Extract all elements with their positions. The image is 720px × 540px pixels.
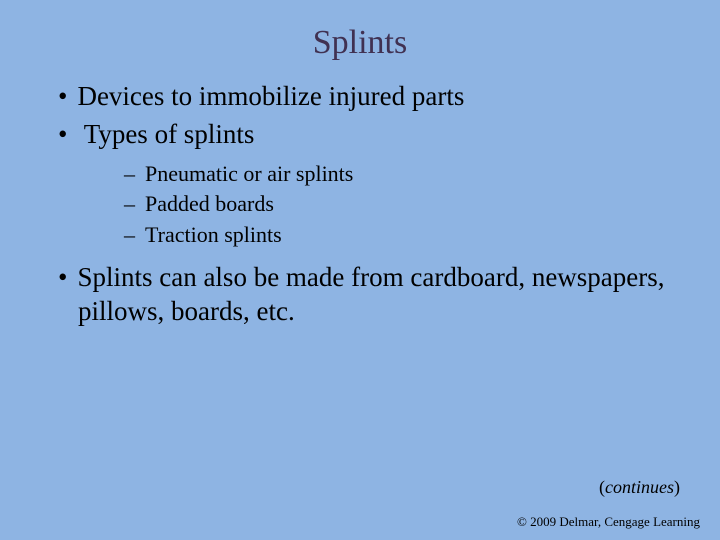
continues-indicator: (continues)	[599, 477, 680, 498]
slide-body: Devices to immobilize injured parts Type…	[0, 80, 720, 329]
bullet-item: Devices to immobilize injured parts	[50, 80, 680, 114]
bullet-list-level1: Devices to immobilize injured parts Type…	[50, 80, 680, 329]
sub-bullet-item: Padded boards	[78, 190, 680, 219]
continues-text: continues	[605, 477, 674, 497]
sub-bullet-item: Pneumatic or air splints	[78, 160, 680, 189]
paren-close: )	[674, 477, 680, 497]
slide: Splints Devices to immobilize injured pa…	[0, 0, 720, 540]
bullet-item: Types of splints Pneumatic or air splint…	[50, 118, 680, 250]
copyright-text: © 2009 Delmar, Cengage Learning	[517, 514, 700, 530]
sub-bullet-item: Traction splints	[78, 221, 680, 250]
bullet-text: Types of splints	[84, 119, 255, 149]
bullet-item: Splints can also be made from cardboard,…	[50, 261, 680, 329]
bullet-list-level2: Pneumatic or air splints Padded boards T…	[78, 160, 680, 250]
slide-title: Splints	[0, 0, 720, 80]
